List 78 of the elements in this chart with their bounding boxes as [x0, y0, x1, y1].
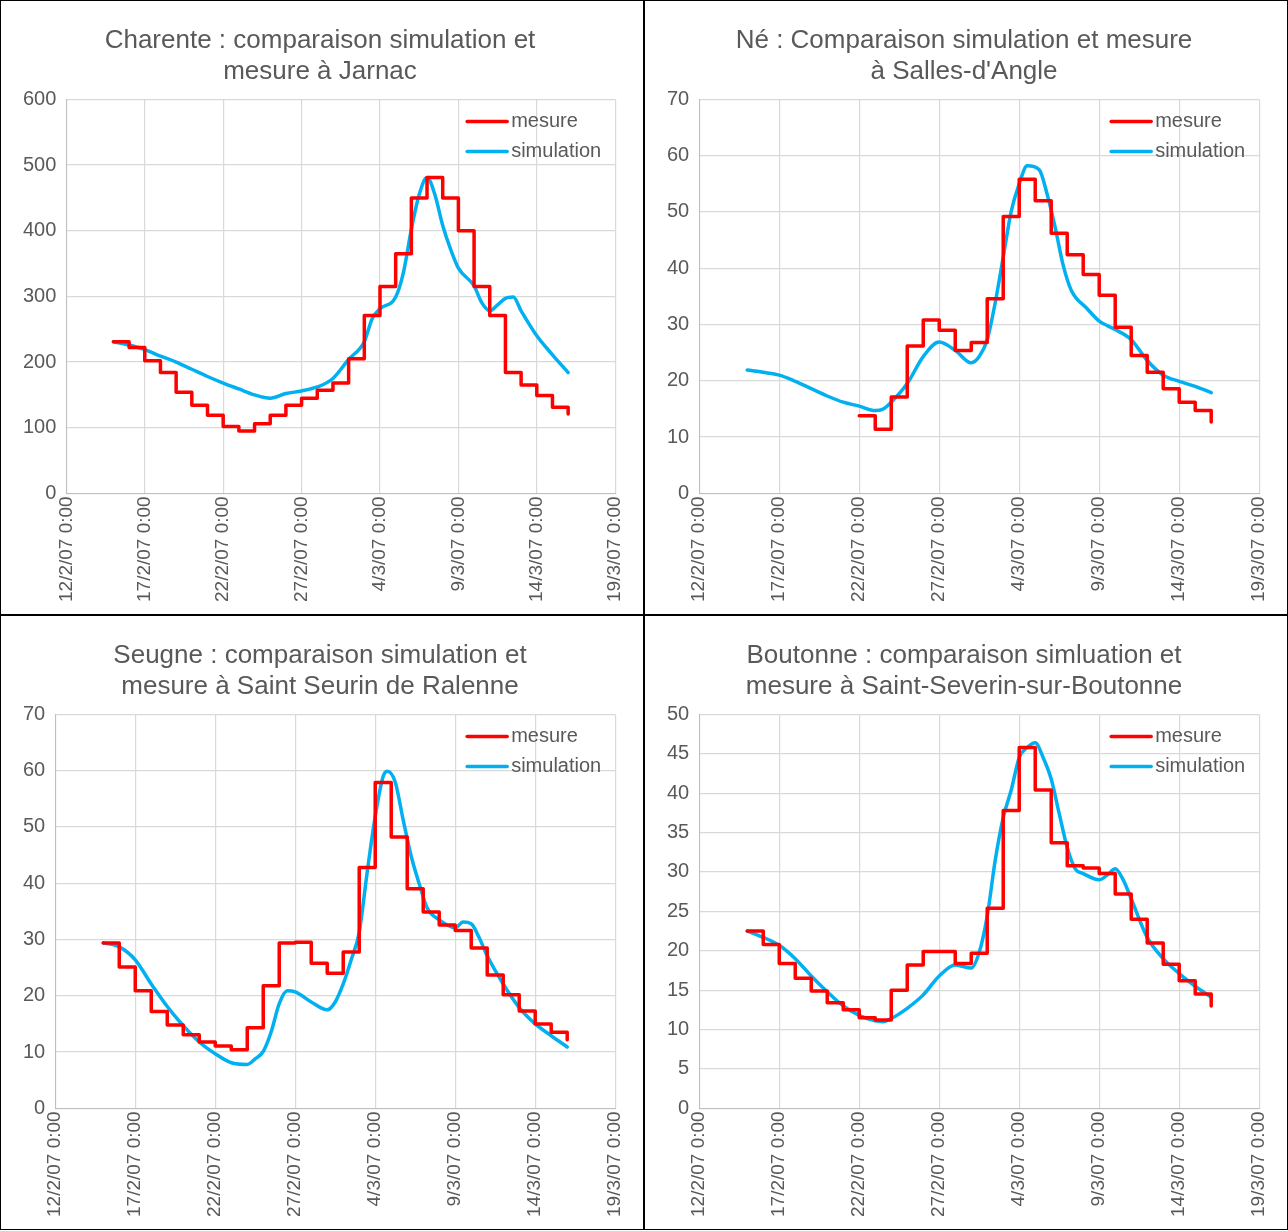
legend-label: mesure [1155, 723, 1222, 746]
x-tick-label: 12/2/07 0:00 [54, 496, 76, 603]
y-tick-label: 50 [667, 701, 690, 724]
x-tick-label: 19/3/07 0:00 [603, 496, 625, 603]
chart-title: Boutonne : comparaison simluation et mesure à Saint-Severin-sur-Boutonne [745, 638, 1183, 700]
y-tick-label: 20 [667, 938, 690, 961]
y-tick-label: 40 [667, 780, 690, 803]
y-tick-label: 70 [667, 86, 690, 109]
y-tick-label: 600 [22, 86, 57, 109]
y-tick-label: 30 [23, 927, 46, 950]
y-tick-label: 20 [23, 983, 46, 1006]
x-tick-label: 14/3/07 0:00 [1167, 1111, 1189, 1218]
y-tick-label: 30 [667, 312, 690, 335]
x-tick-label: 22/2/07 0:00 [211, 496, 233, 603]
x-tick-label: 19/3/07 0:00 [603, 1111, 625, 1218]
x-tick-label: 27/2/07 0:00 [289, 496, 311, 603]
y-tick-label: 0 [678, 480, 690, 503]
x-tick-label: 17/2/07 0:00 [767, 1111, 789, 1218]
x-tick-label: 12/2/07 0:00 [687, 1111, 709, 1218]
y-tick-label: 400 [22, 218, 57, 241]
y-tick-label: 25 [667, 898, 690, 921]
y-tick-label: 0 [34, 1095, 46, 1118]
x-tick-label: 4/3/07 0:00 [368, 496, 390, 592]
x-tick-label: 22/2/07 0:00 [847, 1111, 869, 1218]
chart-title: Charente : comparaison simulation et mesure à Jarnac [104, 23, 537, 85]
legend-label: mesure [511, 108, 578, 131]
x-tick-label: 4/3/07 0:00 [1007, 1111, 1029, 1207]
y-tick-label: 20 [667, 368, 690, 391]
x-tick-label: 17/2/07 0:00 [123, 1111, 145, 1218]
chart-title: Né : Comparaison simulation et mesure à Salles-d'Angle [735, 23, 1193, 85]
legend-label: simulation [511, 138, 602, 161]
y-tick-label: 35 [667, 820, 690, 843]
y-tick-label: 40 [23, 870, 46, 893]
y-tick-label: 100 [22, 415, 57, 438]
legend-label: simulation [511, 753, 602, 776]
x-tick-label: 19/3/07 0:00 [1247, 1111, 1269, 1218]
y-tick-label: 10 [23, 1039, 46, 1062]
y-tick-label: 500 [22, 152, 57, 175]
y-tick-label: 10 [667, 1017, 690, 1040]
x-tick-label: 19/3/07 0:00 [1247, 496, 1269, 603]
x-tick-label: 12/2/07 0:00 [43, 1111, 65, 1218]
y-tick-label: 50 [23, 814, 46, 837]
y-tick-label: 0 [678, 1095, 690, 1118]
x-tick-label: 17/2/07 0:00 [133, 496, 155, 603]
x-tick-label: 9/3/07 0:00 [443, 1111, 465, 1207]
y-tick-label: 10 [667, 424, 690, 447]
x-tick-label: 27/2/07 0:00 [283, 1111, 305, 1218]
x-tick-label: 9/3/07 0:00 [1087, 496, 1109, 592]
x-tick-label: 14/3/07 0:00 [523, 1111, 545, 1218]
x-tick-label: 9/3/07 0:00 [1087, 1111, 1109, 1207]
x-tick-label: 17/2/07 0:00 [767, 496, 789, 603]
x-tick-label: 4/3/07 0:00 [1007, 496, 1029, 592]
legend-label: mesure [1155, 108, 1222, 131]
x-tick-label: 14/3/07 0:00 [1167, 496, 1189, 603]
y-tick-label: 15 [667, 977, 690, 1000]
y-tick-label: 50 [667, 199, 690, 222]
legend-label: mesure [511, 723, 578, 746]
y-tick-label: 200 [22, 349, 57, 372]
x-tick-label: 4/3/07 0:00 [363, 1111, 385, 1207]
y-tick-label: 60 [23, 758, 46, 781]
y-tick-label: 5 [678, 1056, 690, 1079]
x-tick-label: 22/2/07 0:00 [203, 1111, 225, 1218]
y-tick-label: 45 [667, 741, 690, 764]
chart-title: Seugne : comparaison simulation et mesure à Saint Seurin de Ralenne [113, 638, 528, 700]
y-tick-label: 300 [22, 283, 57, 306]
legend-label: simulation [1155, 138, 1246, 161]
y-tick-label: 30 [667, 859, 690, 882]
y-tick-label: 60 [667, 143, 690, 166]
y-tick-label: 40 [667, 255, 690, 278]
x-tick-label: 14/3/07 0:00 [525, 496, 547, 603]
legend-label: simulation [1155, 753, 1246, 776]
x-tick-label: 12/2/07 0:00 [687, 496, 709, 603]
y-tick-label: 70 [23, 701, 46, 724]
x-tick-label: 27/2/07 0:00 [927, 496, 949, 603]
x-tick-label: 22/2/07 0:00 [847, 496, 869, 603]
x-tick-label: 27/2/07 0:00 [927, 1111, 949, 1218]
y-tick-label: 0 [45, 480, 57, 503]
x-tick-label: 9/3/07 0:00 [446, 496, 468, 592]
